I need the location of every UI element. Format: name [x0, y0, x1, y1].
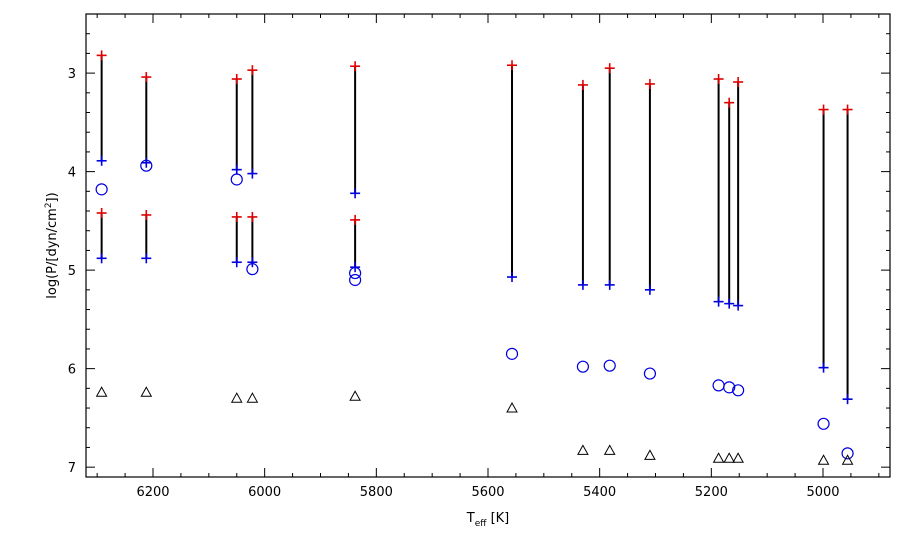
plot-frame: [85, 13, 891, 478]
circle-marker: [576, 360, 590, 373]
x-axis-label-main: T: [466, 511, 475, 526]
circle-marker: [643, 367, 657, 380]
circle-marker: [817, 417, 830, 430]
circle-marker: [505, 347, 519, 360]
triangle-marker: [577, 444, 589, 455]
circle-marker: [349, 273, 362, 287]
triangle-marker: [506, 402, 518, 413]
y-tick-label: 3: [68, 67, 76, 82]
x-tick-label: 6200: [136, 485, 169, 500]
x-tick-label: 5800: [360, 485, 393, 500]
x-tick-label: 5000: [806, 485, 839, 500]
triangle-marker: [349, 390, 361, 401]
triangle-marker: [246, 392, 259, 403]
x-tick-label: 5600: [471, 485, 504, 500]
triangle-marker: [230, 392, 243, 403]
triangle-marker: [644, 449, 656, 460]
triangle-marker: [712, 452, 725, 463]
y-axis-label: log(P/[dyn/cm2]): [44, 192, 60, 298]
circle-marker: [140, 159, 153, 172]
data-marks: [95, 50, 854, 465]
triangle-marker: [732, 452, 744, 463]
x-axis-label-unit: [K]: [486, 511, 509, 526]
circle-marker: [95, 183, 108, 196]
tick-group: [86, 13, 890, 477]
tick-label-group: 6200 6000 5800 5600 5400 5200 5000 3 4 5 6 7: [68, 67, 840, 500]
x-tick-label: 6000: [248, 485, 281, 500]
x-tick-label: 5200: [695, 485, 728, 500]
y-axis-label-main: log(P/[dyn/cm: [45, 208, 60, 299]
circle-marker: [723, 381, 736, 394]
circle-marker: [841, 447, 854, 460]
triangle-marker: [603, 444, 616, 455]
y-axis-label-sup: 2: [44, 202, 54, 208]
triangle-marker: [817, 454, 830, 465]
triangle-marker: [723, 452, 736, 463]
circle-marker: [230, 173, 243, 186]
y-tick-label: 4: [68, 166, 76, 181]
y-axis-label-end: ]): [45, 192, 60, 202]
y-tick-label: 5: [68, 264, 76, 279]
y-tick-label: 6: [68, 363, 76, 378]
circle-marker: [712, 379, 725, 392]
circle-marker: [603, 359, 616, 372]
triangle-marker: [841, 454, 854, 465]
x-axis-label: Teff [K]: [466, 511, 510, 529]
circle-marker: [246, 263, 259, 276]
y-tick-label: 7: [68, 461, 76, 476]
circle-marker: [732, 384, 745, 397]
x-axis-label-sub: eff: [475, 519, 488, 529]
triangle-marker: [140, 386, 153, 397]
triangle-marker: [95, 386, 108, 397]
circle-marker: [349, 266, 362, 280]
x-tick-label: 5400: [583, 485, 616, 500]
